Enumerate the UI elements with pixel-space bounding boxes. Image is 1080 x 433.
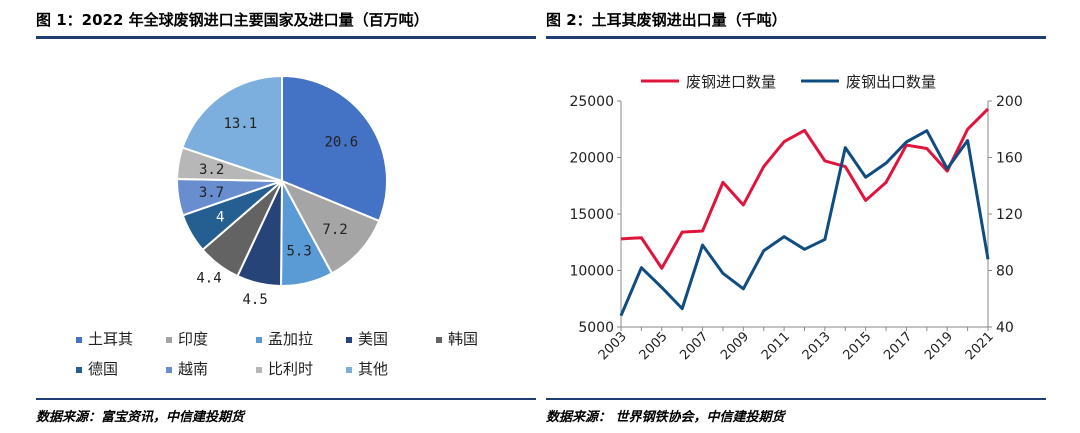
legend-label-7: 比利时: [268, 360, 313, 378]
figure1-bottom-rule: [36, 398, 536, 400]
x-tick-label-6: 2015: [840, 329, 874, 363]
figure2-title: 图 2：土耳其废钢进出口量（千吨）: [546, 11, 787, 29]
legend-swatch-3: [346, 337, 352, 343]
legend-label-3: 美国: [358, 330, 388, 348]
figure1-top-rule: [36, 36, 536, 39]
x-tick-label-5: 2013: [800, 329, 834, 363]
legend-swatch-4: [436, 337, 442, 343]
pie-data-label-5: 4: [216, 210, 224, 226]
legend-swatch-2: [256, 337, 262, 343]
pie-data-label-3: 4.5: [243, 292, 268, 308]
series-line-1: [619, 129, 990, 317]
y-left-tick-label-3: 20000: [569, 151, 614, 167]
figure2-panel: 图 2：土耳其废钢进出口量（千吨） 废钢进口数量 废钢出口数量 5000 10000…: [546, 0, 1046, 433]
y-left-tick-label-0: 5000: [578, 320, 614, 336]
pie-data-label-6: 3.7: [199, 185, 224, 201]
legend-label-5: 德国: [88, 360, 118, 378]
legend-label-6: 越南: [178, 360, 208, 378]
y-right-tick-label-3: 160: [996, 151, 1023, 167]
figure1-panel: 图 1：2022 年全球废钢进口主要国家及进口量（百万吨） 20.6 7.2 5.3…: [36, 0, 536, 433]
legend-swatch-8: [346, 367, 352, 373]
pie-chart: 20.6 7.2 5.3 4.5 4.4 4 3.7 3.2 13.1 土耳其 印度 孟加拉 美国 韩国…: [76, 74, 478, 378]
y-right-tick-label-4: 200: [996, 94, 1023, 110]
pie-data-label-0: 20.6: [324, 134, 358, 150]
x-tick-label-8: 2019: [922, 329, 956, 363]
figure2-source: 数据来源： 世界钢铁协会，中信建投期货: [546, 410, 785, 425]
line-legend-label-0: 废钢进口数量: [686, 73, 776, 91]
pie-slice-0: [281, 74, 388, 223]
x-tick-label-3: 2009: [718, 329, 752, 363]
legend-swatch-6: [166, 367, 172, 373]
legend-swatch-7: [256, 367, 262, 373]
pie-slice-8: [181, 74, 283, 183]
pie-data-label-2: 5.3: [287, 243, 312, 259]
series-line-0: [620, 107, 990, 270]
pie-data-label-4: 4.4: [196, 271, 221, 287]
legend-label-1: 印度: [178, 330, 208, 348]
line-legend-label-1: 废钢出口数量: [846, 73, 936, 91]
figure2-bottom-rule: [546, 398, 1046, 400]
x-tick-label-9: 2021: [963, 329, 997, 363]
x-tick-label-2: 2007: [677, 329, 711, 363]
legend-swatch-1: [166, 337, 172, 343]
y-left-tick-label-1: 10000: [569, 264, 614, 280]
x-tick-label-7: 2017: [881, 329, 915, 363]
legend-label-4: 韩国: [448, 330, 478, 348]
line-chart: 废钢进口数量 废钢出口数量 5000 10000 15000 20000 25000 40 8…: [569, 73, 1023, 363]
pie-data-label-7: 3.2: [199, 162, 224, 178]
pie-slice-1: [279, 179, 381, 275]
y-right-tick-label-2: 120: [996, 207, 1023, 223]
pie-data-label-8: 13.1: [223, 116, 257, 132]
y-left-tick-label-2: 15000: [569, 207, 614, 223]
pie-data-label-1: 7.2: [322, 222, 347, 238]
legend-swatch-5: [76, 367, 82, 373]
y-left-tick-label-4: 25000: [569, 94, 614, 110]
figure1-title: 图 1：2022 年全球废钢进口主要国家及进口量（百万吨）: [36, 11, 429, 29]
y-right-tick-label-0: 40: [996, 320, 1014, 336]
legend-label-2: 孟加拉: [268, 330, 313, 348]
legend-label-0: 土耳其: [88, 330, 133, 348]
figure2-top-rule: [546, 36, 1046, 39]
figure1-source: 数据来源：富宝资讯，中信建投期货: [36, 410, 245, 425]
x-tick-label-4: 2011: [759, 329, 793, 363]
legend-swatch-0: [76, 337, 82, 343]
legend-label-8: 其他: [358, 360, 388, 378]
y-right-tick-label-1: 80: [996, 264, 1014, 280]
x-tick-label-1: 2005: [637, 329, 671, 363]
